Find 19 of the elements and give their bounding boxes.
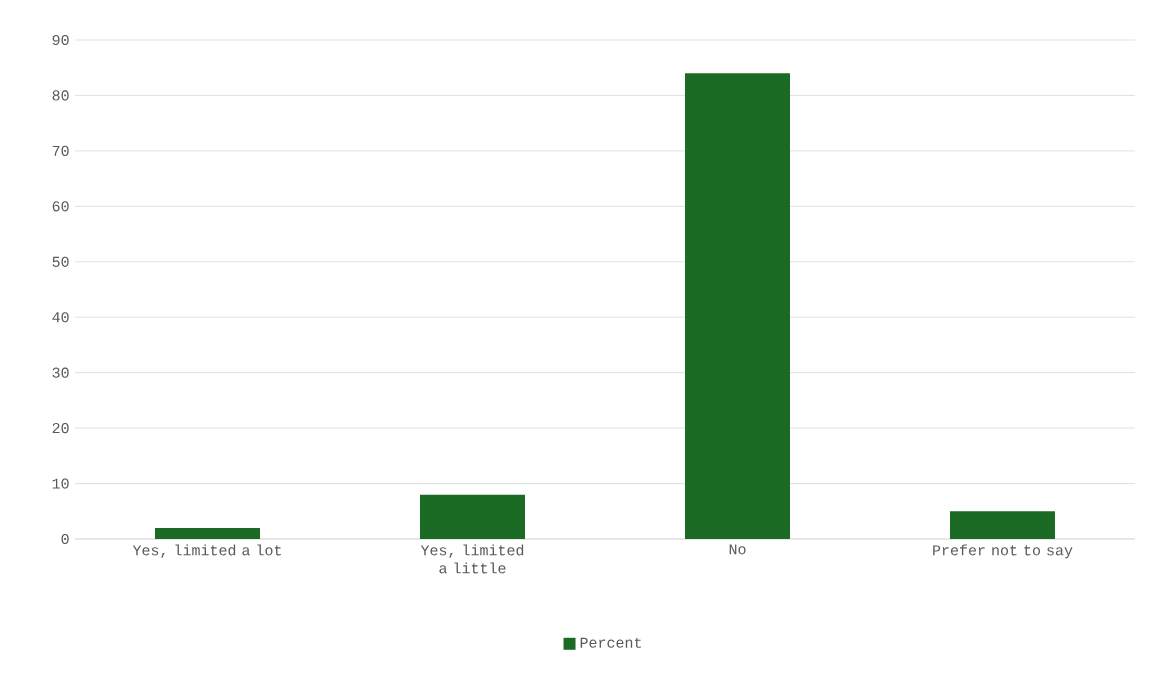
bar bbox=[950, 511, 1055, 539]
y-tick-label: 70 bbox=[52, 145, 69, 156]
y-tick-label: 40 bbox=[52, 312, 69, 323]
y-tick-label: 90 bbox=[52, 34, 69, 46]
legend-label: Percent bbox=[580, 637, 641, 648]
y-tick-label: 20 bbox=[52, 423, 69, 434]
x-tick-label: Prefer not to say bbox=[933, 544, 1073, 559]
bar bbox=[685, 73, 790, 539]
y-tick-label: 30 bbox=[52, 367, 69, 378]
x-tick-label: Yes, limited a lot bbox=[132, 544, 281, 558]
y-tick-label: 80 bbox=[52, 90, 69, 101]
y-tick-label: 0 bbox=[61, 533, 69, 545]
y-tick-label: 50 bbox=[52, 256, 69, 267]
y-tick-label: 10 bbox=[52, 478, 69, 489]
x-tick-label: No bbox=[729, 544, 746, 555]
bar bbox=[155, 527, 260, 539]
bar bbox=[420, 494, 525, 539]
x-tick-label: Yes, limited a little bbox=[420, 544, 524, 574]
y-tick-label: 60 bbox=[52, 201, 69, 212]
